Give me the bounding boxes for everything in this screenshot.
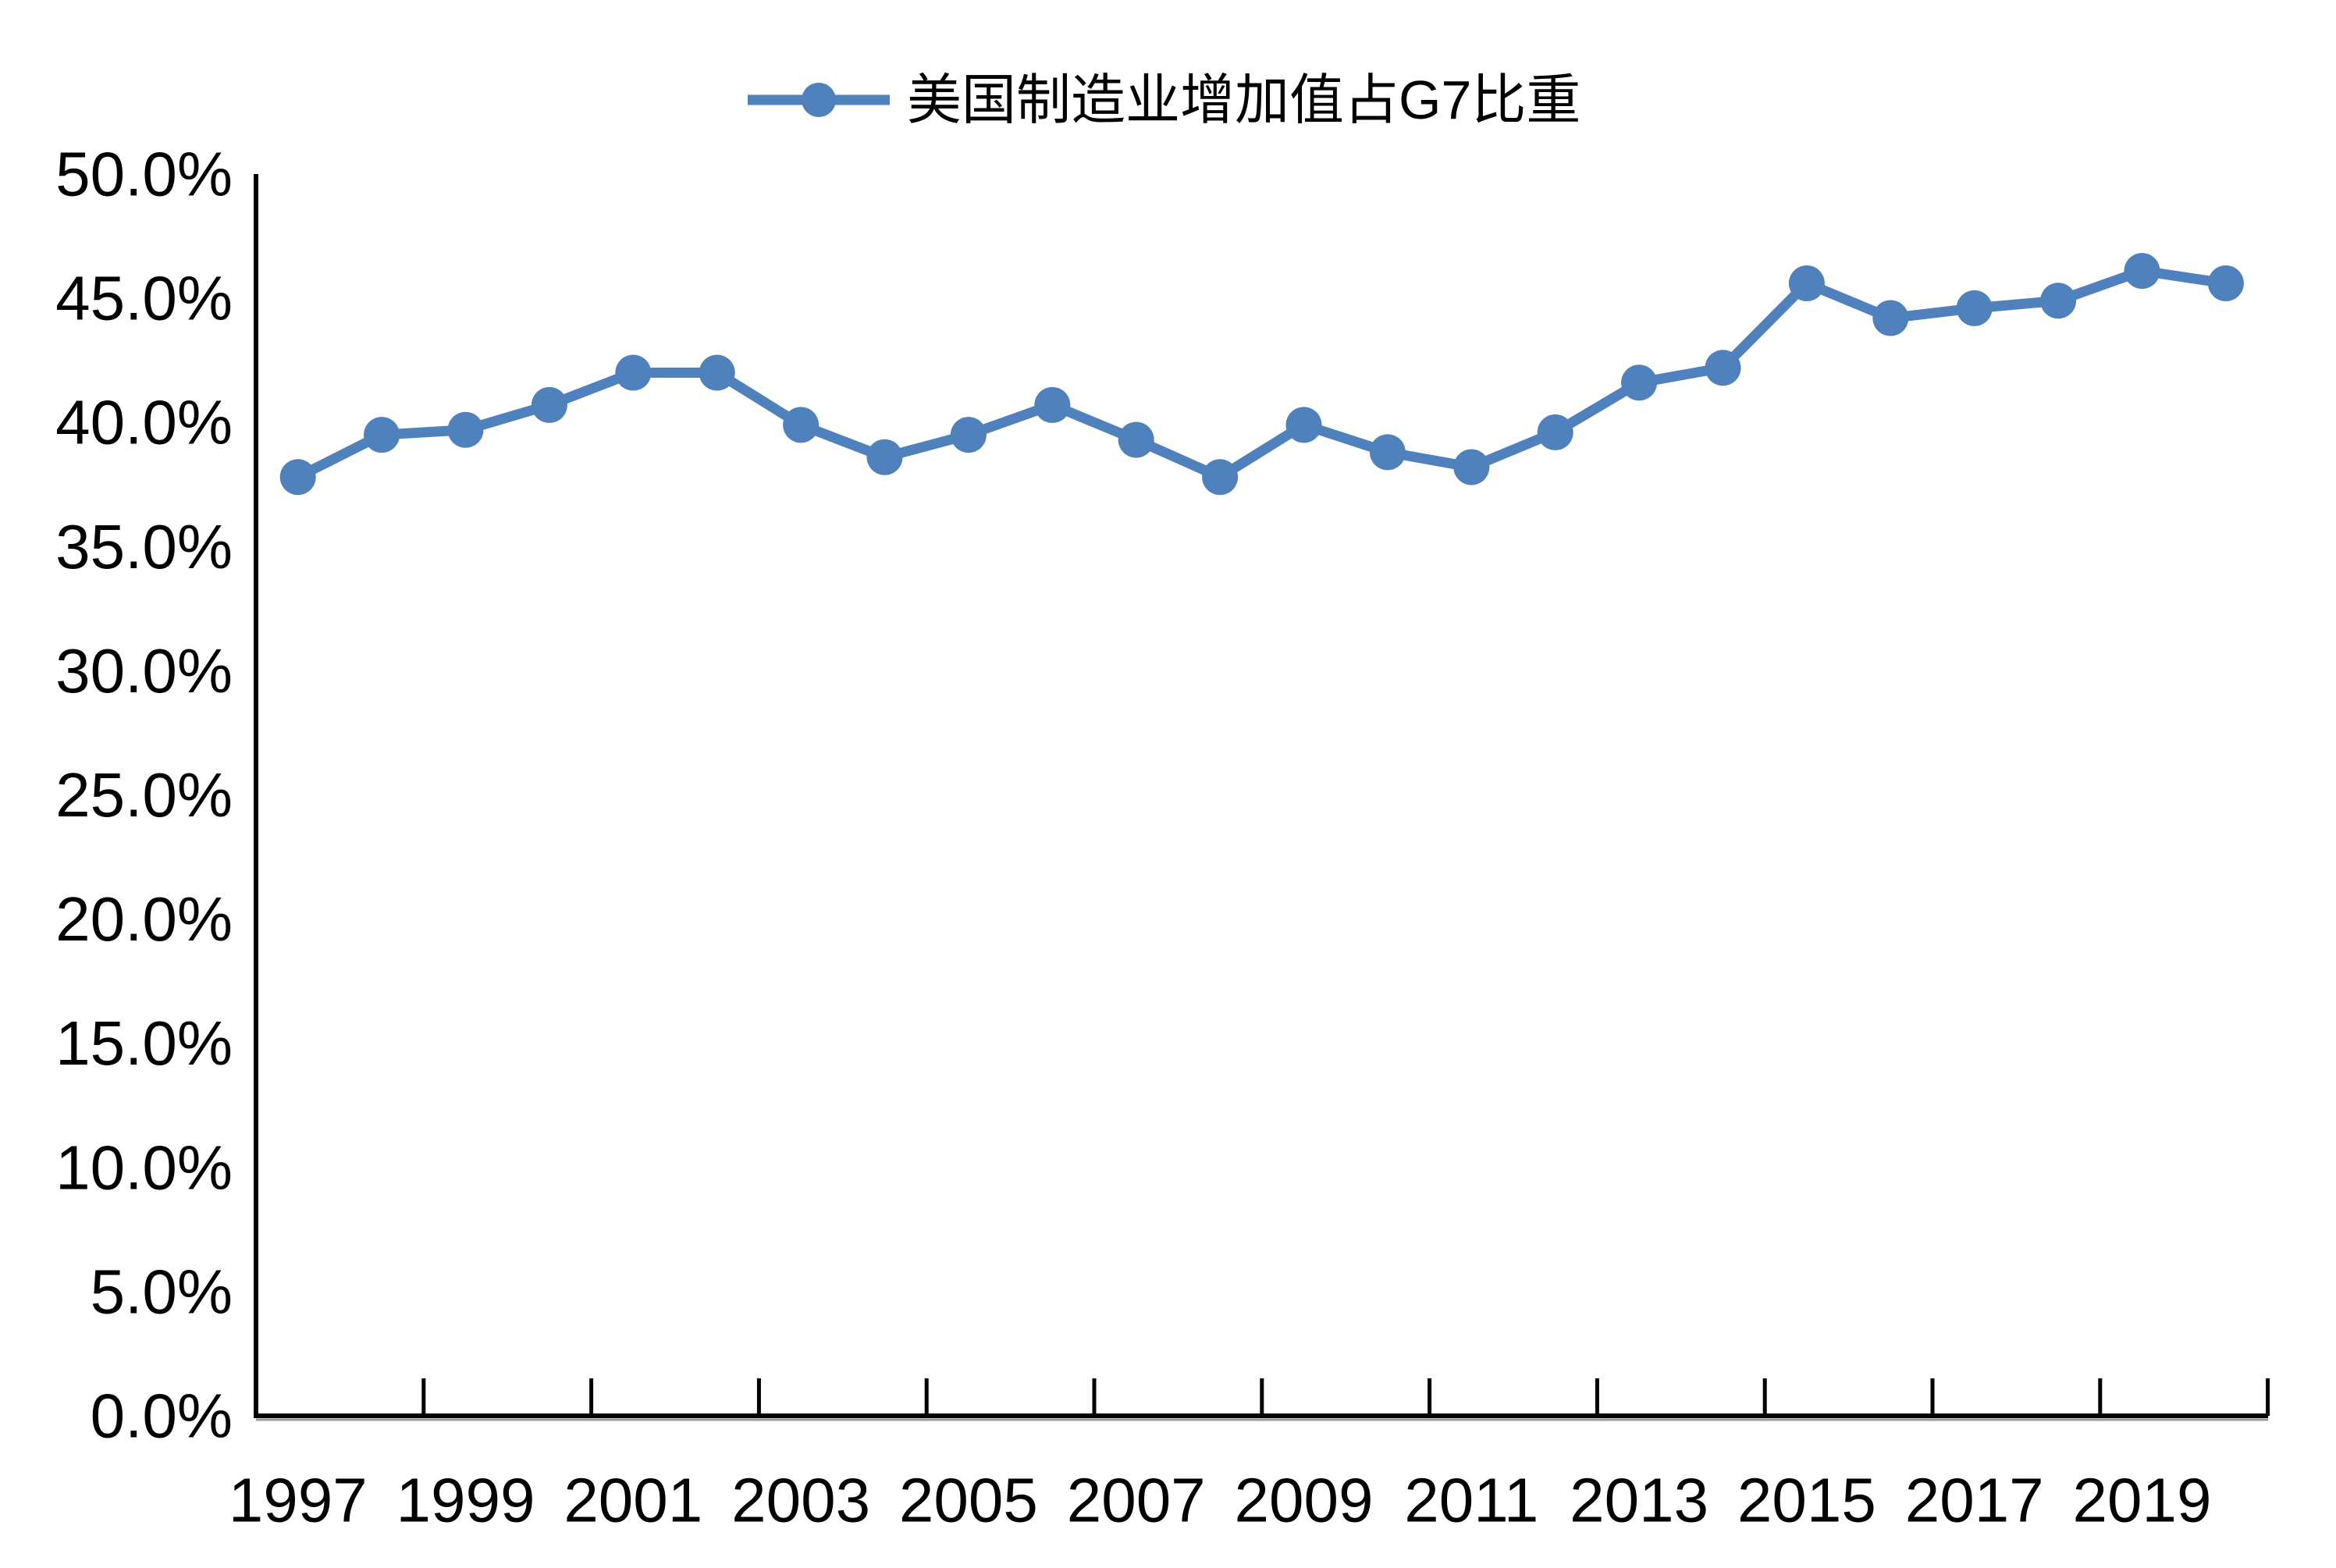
y-axis-label: 15.0% [55, 1008, 233, 1078]
data-point-marker [447, 411, 484, 448]
y-axis-label: 25.0% [55, 760, 233, 830]
data-point-marker [1788, 265, 1825, 302]
data-point-marker [1369, 434, 1406, 471]
data-point-marker [866, 439, 903, 475]
x-axis-label: 2013 [1570, 1466, 1708, 1535]
x-axis-ticks [421, 1378, 2270, 1416]
y-axis-label: 40.0% [55, 388, 233, 457]
data-point-marker [531, 386, 567, 423]
data-point-marker [364, 417, 400, 453]
y-axis-label: 45.0% [55, 264, 233, 333]
data-point-marker [1453, 449, 1490, 485]
x-axis-label: 2017 [1905, 1466, 2044, 1535]
data-point-marker [1202, 459, 1239, 496]
data-point-marker [615, 354, 652, 391]
x-axis-label: 2011 [1404, 1466, 1538, 1535]
data-point-marker [1705, 350, 1741, 386]
x-axis-label: 2009 [1235, 1466, 1374, 1535]
data-point-marker [783, 407, 820, 443]
data-point-marker [2124, 253, 2160, 290]
data-point-marker [1537, 414, 1573, 450]
axes [254, 174, 2268, 1421]
legend: 美国制造业增加值占G7比重 [748, 69, 1580, 130]
x-axis-labels: 1997 1999 2001 2003 2005 2007 2009 2011 2013 2015… [229, 1466, 2212, 1535]
y-axis-label: 10.0% [55, 1132, 233, 1202]
y-axis-label: 50.0% [55, 140, 233, 209]
y-axis-label: 30.0% [55, 636, 233, 706]
data-point-marker [1621, 364, 1658, 401]
data-point-marker [1872, 300, 1909, 336]
y-axis-label: 5.0% [91, 1257, 233, 1326]
x-axis-label: 2003 [731, 1466, 870, 1535]
y-axis-label: 20.0% [55, 884, 233, 954]
y-axis-labels: 0.0% 5.0% 10.0% 15.0% 20.0% 25.0% 30.0% 35.0% 40… [55, 140, 233, 1451]
x-axis-label: 2001 [564, 1466, 702, 1535]
data-point-marker [699, 354, 735, 391]
series-group [279, 253, 2244, 496]
data-point-marker [950, 417, 987, 453]
data-point-marker [279, 459, 316, 496]
x-axis-label: 1997 [229, 1466, 368, 1535]
x-axis-label: 1999 [396, 1466, 535, 1535]
data-point-marker [1285, 407, 1322, 443]
x-axis-label: 2015 [1737, 1466, 1876, 1535]
x-axis-label: 2007 [1067, 1466, 1206, 1535]
y-axis-label: 35.0% [55, 512, 233, 581]
data-point-marker [1034, 386, 1071, 423]
y-axis-label: 0.0% [91, 1381, 233, 1451]
data-point-marker [1118, 421, 1154, 458]
series-line [293, 265, 2231, 482]
data-point-marker [2040, 283, 2077, 319]
legend-marker-icon [802, 83, 836, 117]
legend-label: 美国制造业增加值占G7比重 [907, 69, 1580, 130]
x-axis-label: 2019 [2073, 1466, 2212, 1535]
data-point-marker [2207, 265, 2244, 302]
x-axis-label: 2005 [899, 1466, 1038, 1535]
data-point-marker [1956, 290, 1993, 326]
